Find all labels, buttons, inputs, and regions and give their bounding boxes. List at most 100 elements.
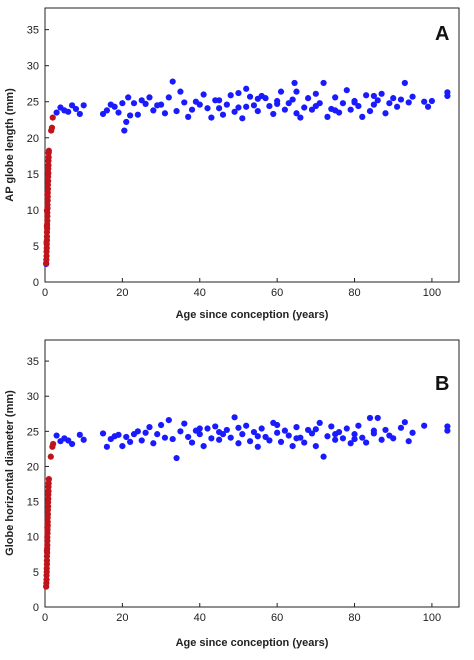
data-point-blue: [227, 434, 234, 441]
data-point-red: [43, 207, 51, 214]
data-point-blue: [374, 97, 381, 104]
y-tick-label: 0: [33, 602, 39, 614]
data-point-blue: [196, 431, 203, 438]
data-point-blue: [366, 108, 374, 115]
y-tick-label: 10: [27, 532, 39, 544]
data-point-blue: [347, 106, 354, 113]
x-tick-label: 40: [194, 612, 206, 624]
x-ticks: 0 20 40 60 80 100: [42, 278, 441, 299]
data-point-blue: [188, 439, 196, 446]
y-ticks: 0 5 10 15 20 25 30 35: [27, 356, 49, 614]
data-point-red: [45, 147, 52, 154]
chart-panel-b: 0 5 10 15 20 25 30 35 0 20 40 60 80 100 B Age since …: [4, 339, 460, 649]
data-point-blue: [328, 423, 335, 430]
data-point-blue: [130, 100, 138, 107]
data-point-blue: [382, 110, 389, 117]
data-point-blue: [332, 436, 339, 443]
data-point-blue: [250, 428, 258, 436]
data-point-blue: [293, 424, 300, 431]
x-tick-label: 0: [42, 612, 48, 624]
data-point-blue: [324, 433, 331, 440]
y-tick-label: 30: [27, 391, 39, 403]
data-point-blue: [188, 106, 196, 113]
data-point-blue: [409, 93, 416, 100]
data-point-blue: [208, 114, 215, 121]
y-tick-label: 35: [27, 356, 39, 368]
data-point-blue: [266, 437, 273, 444]
data-point-red: [43, 223, 51, 230]
y-tick-label: 5: [33, 241, 39, 253]
data-point-blue: [281, 106, 288, 113]
data-point-blue: [308, 430, 316, 437]
data-point-blue: [421, 422, 428, 429]
data-point-blue: [204, 425, 211, 432]
y-tick-label: 20: [27, 133, 39, 145]
data-point-blue: [363, 439, 370, 446]
data-point-blue: [154, 431, 161, 438]
data-point-blue: [366, 414, 374, 422]
data-point-blue: [424, 103, 432, 110]
x-axis-label: Age since conception (years): [176, 637, 329, 649]
data-point-blue: [405, 99, 412, 106]
data-point-blue: [274, 100, 281, 107]
data-point-blue: [320, 453, 327, 460]
plot-area: [44, 339, 460, 608]
data-point-blue: [111, 103, 118, 110]
data-point-blue: [99, 430, 107, 437]
y-tick-label: 20: [27, 461, 39, 473]
data-point-blue: [293, 110, 300, 117]
data-point-blue: [343, 87, 350, 94]
y-tick-label: 25: [27, 97, 39, 109]
data-point-blue: [235, 440, 242, 447]
data-point-red: [43, 239, 50, 246]
data-point-blue: [250, 102, 258, 109]
y-tick-label: 30: [27, 61, 39, 73]
data-point-blue: [382, 426, 389, 434]
data-point-blue: [370, 427, 377, 434]
data-point-blue: [103, 107, 111, 114]
data-point-red: [48, 124, 56, 131]
data-point-blue: [127, 112, 134, 119]
data-point-blue: [146, 424, 153, 431]
data-point-blue: [386, 100, 393, 107]
data-point-blue: [177, 428, 184, 435]
panel-label-a: A: [435, 23, 449, 45]
data-point-blue: [254, 108, 261, 115]
data-point-red: [50, 440, 57, 448]
data-point-blue: [181, 420, 188, 427]
data-point-blue: [293, 88, 300, 95]
data-point-blue: [142, 429, 149, 436]
data-point-blue: [121, 127, 128, 134]
data-point-blue: [204, 105, 211, 112]
data-point-blue: [200, 442, 207, 450]
data-point-blue: [173, 108, 180, 115]
data-point-red: [45, 162, 52, 169]
data-point-blue: [219, 111, 227, 118]
data-point-blue: [243, 85, 250, 92]
data-point-blue: [370, 92, 377, 100]
data-point-blue: [115, 431, 122, 438]
data-point-blue: [332, 431, 339, 438]
data-point-blue: [274, 421, 281, 429]
y-tick-label: 15: [27, 169, 39, 181]
data-point-blue: [305, 95, 312, 102]
data-point-blue: [127, 438, 134, 445]
y-tick-label: 25: [27, 426, 39, 438]
x-tick-label: 40: [194, 287, 206, 299]
data-point-red: [47, 453, 54, 460]
data-point-red: [49, 114, 56, 121]
data-point-blue: [223, 101, 230, 108]
x-tick-label: 60: [271, 287, 283, 299]
data-point-blue: [185, 433, 192, 441]
data-point-blue: [254, 95, 261, 102]
data-point-blue: [301, 439, 308, 446]
chart-panel-a: 0 5 10 15 20 25 30 35 0 20 40 60 80 100 A Age since …: [4, 7, 460, 321]
data-point-blue: [359, 113, 366, 120]
data-point-blue: [254, 433, 261, 440]
data-point-blue: [274, 429, 281, 436]
y-tick-label: 0: [33, 277, 39, 289]
data-points: [43, 414, 451, 590]
data-point-blue: [68, 440, 76, 448]
data-point-red: [44, 217, 51, 224]
data-point-blue: [301, 104, 308, 111]
